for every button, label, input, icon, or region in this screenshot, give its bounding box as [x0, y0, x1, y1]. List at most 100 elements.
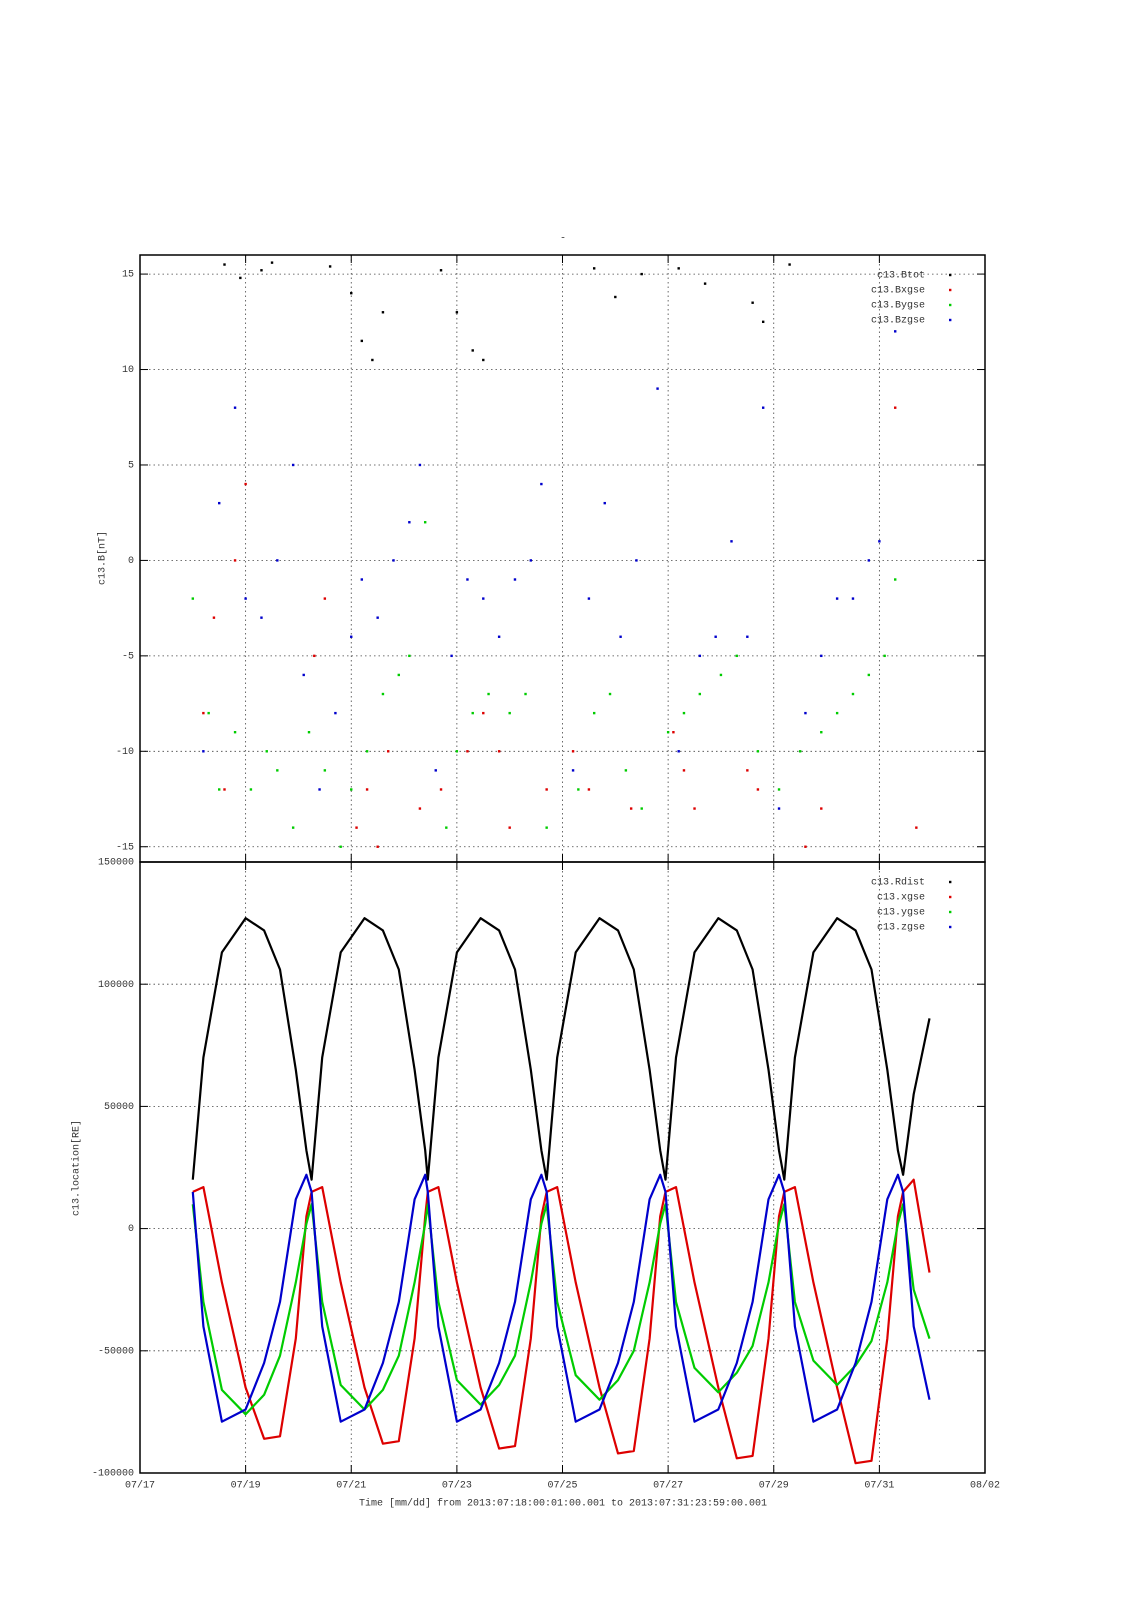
point [350, 291, 353, 295]
x-tick-label: 07/29 [759, 1480, 789, 1492]
point [703, 282, 707, 285]
point [276, 769, 279, 772]
point [672, 731, 675, 734]
point [587, 788, 591, 791]
point [355, 826, 358, 829]
point [260, 269, 263, 272]
point [270, 261, 274, 264]
point [350, 788, 353, 791]
point [439, 269, 443, 272]
point [915, 826, 918, 829]
y-tick-label: -100000 [92, 1469, 134, 1480]
y-axis-label: c13.B[nT] [97, 531, 109, 585]
point [260, 616, 263, 619]
point [328, 265, 332, 268]
legend-label: c13.xgse [877, 893, 925, 904]
point [482, 358, 485, 362]
point [698, 692, 702, 696]
point [761, 406, 765, 409]
point [571, 769, 575, 772]
point [381, 311, 385, 314]
point [894, 406, 897, 409]
point [323, 597, 327, 600]
point [323, 769, 327, 772]
point [365, 750, 369, 753]
point [376, 616, 379, 619]
point [719, 673, 723, 677]
series-line [192, 1178, 931, 1465]
point [371, 358, 374, 362]
point [820, 654, 823, 658]
point [751, 301, 754, 304]
legend-label: c13.Btot [877, 271, 925, 282]
point [276, 559, 279, 562]
point [418, 463, 422, 467]
point [746, 635, 749, 638]
legend-label: c13.Rdist [871, 877, 925, 889]
point [202, 711, 205, 715]
point [439, 788, 443, 791]
point [381, 692, 385, 696]
point [545, 826, 548, 829]
legend-label: c13.ygse [877, 908, 925, 919]
point [339, 845, 342, 848]
plot-frame [139, 861, 986, 1474]
point [761, 320, 765, 324]
point [867, 559, 871, 562]
point [497, 635, 501, 638]
point [788, 263, 791, 266]
y-tick-label: 150000 [98, 858, 134, 869]
point [291, 463, 295, 467]
point [233, 731, 237, 734]
legend-swatch [949, 318, 952, 322]
y-tick-label: 0 [128, 556, 134, 567]
x-tick-label: 07/25 [547, 1480, 577, 1492]
legend-label: c13.Bzgse [871, 316, 925, 327]
point [508, 826, 511, 829]
x-tick-label: 07/17 [125, 1480, 155, 1492]
point [313, 654, 316, 658]
y-tick-label: -15 [116, 842, 134, 853]
point [466, 750, 469, 753]
point [508, 711, 511, 715]
point [307, 731, 311, 734]
point [798, 750, 802, 753]
point [756, 750, 760, 753]
point [397, 673, 400, 677]
y-tick-label: -50000 [98, 1346, 134, 1357]
point [835, 597, 839, 600]
point [450, 654, 453, 658]
point [392, 559, 395, 562]
point [334, 711, 337, 715]
x-tick-label: 08/02 [970, 1480, 1000, 1492]
legend-swatch [949, 288, 952, 292]
point [223, 263, 226, 266]
x-tick-label: 07/31 [864, 1480, 894, 1492]
point [487, 692, 490, 696]
point [365, 788, 369, 791]
point [640, 272, 643, 276]
point [894, 578, 897, 581]
point [387, 750, 390, 753]
chart-title: - [560, 234, 566, 245]
point [592, 267, 596, 270]
point [835, 711, 839, 715]
point [418, 807, 422, 810]
series-line [191, 1173, 931, 1423]
point [466, 578, 469, 581]
point [540, 482, 543, 486]
point [603, 501, 606, 505]
point [434, 769, 437, 772]
point [693, 807, 696, 810]
x-axis-label: Time [mm/dd] from 2013:07:18:00:01:00.00… [359, 1498, 767, 1510]
point [677, 750, 680, 753]
y-tick-label: 50000 [104, 1102, 134, 1113]
point [350, 635, 353, 638]
y-tick-label: 10 [122, 365, 134, 376]
x-tick-label: 07/23 [442, 1480, 472, 1492]
point [471, 711, 474, 715]
point [571, 750, 575, 753]
point [202, 750, 205, 753]
point [455, 750, 459, 753]
point [482, 711, 485, 715]
